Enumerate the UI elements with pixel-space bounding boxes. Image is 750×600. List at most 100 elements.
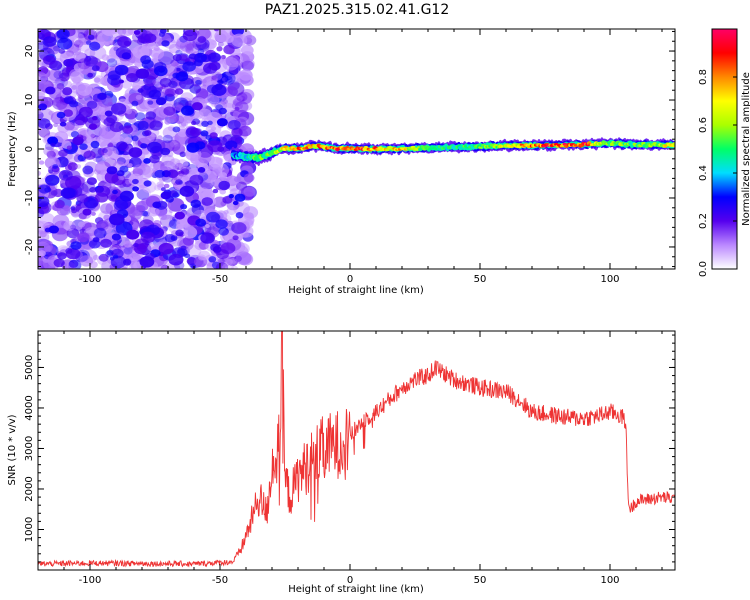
noise-cell (116, 141, 128, 151)
noise-cell (131, 100, 139, 107)
noise-cell (167, 169, 179, 178)
noise-cell (159, 77, 172, 88)
noise-cell (91, 65, 100, 72)
noise-cell (63, 59, 74, 67)
noise-cell (53, 70, 64, 80)
noise-cell (143, 180, 152, 187)
noise-cell (132, 178, 139, 185)
noise-cell (38, 219, 42, 224)
noise-cell (168, 253, 184, 266)
noise-cell (77, 232, 90, 243)
noise-cell (123, 247, 133, 255)
y-tick-label: -20 (24, 239, 35, 255)
noise-cell (220, 98, 228, 105)
noise-cell (212, 163, 229, 177)
noise-cell (137, 120, 149, 131)
noise-cell (182, 226, 198, 239)
y-tick-label: 1000 (24, 517, 35, 542)
noise-cell (205, 224, 210, 228)
noise-cell (230, 265, 239, 269)
noise-cell (110, 255, 126, 269)
noise-cell (123, 258, 132, 266)
x-tick-label: -50 (212, 274, 228, 285)
noise-cell (135, 68, 150, 79)
noise-cell (195, 79, 202, 85)
noise-cell (111, 102, 127, 115)
noise-cell (217, 41, 224, 47)
noise-cell (113, 199, 129, 211)
noise-cell (186, 245, 202, 258)
noise-cell (224, 76, 233, 83)
noise-cell (88, 34, 95, 40)
noise-cell (235, 212, 244, 219)
noise-cell (68, 259, 79, 268)
noise-cell (156, 181, 164, 188)
noise-cell (180, 122, 187, 127)
noise-cell (106, 166, 118, 175)
x-tick-label: -50 (212, 575, 228, 586)
noise-cell (144, 130, 152, 136)
noise-cell (221, 263, 234, 269)
noise-cell (194, 141, 206, 150)
noise-cell (239, 69, 253, 81)
noise-cell (174, 115, 185, 124)
noise-cell (38, 195, 42, 202)
noise-cell (58, 48, 66, 54)
noise-cell (240, 44, 254, 56)
noise-cell (174, 211, 185, 220)
y-tick-label: 5000 (24, 355, 35, 380)
noise-cell (180, 204, 188, 210)
x-tick-label: 50 (474, 274, 487, 285)
noise-cell (176, 218, 189, 229)
noise-cell (38, 184, 51, 194)
y-tick-label: 2000 (24, 476, 35, 501)
noise-cell (101, 54, 110, 61)
noise-cell (162, 134, 173, 144)
spectrogram-y-label: Frequency (Hz) (7, 111, 18, 187)
noise-cell (160, 147, 171, 156)
noise-cell (197, 36, 207, 43)
noise-cell (208, 256, 217, 263)
noise-cell (90, 140, 100, 149)
noise-cell (83, 150, 96, 160)
noise-cell (182, 161, 191, 168)
noise-cell (228, 194, 234, 199)
noise-cell (241, 60, 255, 71)
noise-cell (80, 177, 86, 182)
noise-cell (164, 88, 176, 97)
noise-cell (226, 258, 233, 265)
noise-cell (174, 162, 184, 170)
noise-cell (76, 134, 84, 140)
noise-cell (127, 163, 133, 168)
signal-cell (672, 142, 675, 146)
colorbar: 0.0 0.2 0.4 0.6 0.8 Normalized spectral ampl… (698, 28, 750, 277)
snr-x-label: Height of straight line (km) (288, 584, 424, 595)
noise-cell (61, 66, 74, 77)
noise-cell (111, 239, 120, 247)
noise-cell (176, 159, 189, 170)
noise-cell (90, 211, 96, 216)
snr-panel: -100 -50 0 50 100 1000 2000 3000 4000 5000 Heigh… (7, 330, 676, 595)
noise-cell (240, 89, 255, 101)
noise-cell (136, 189, 150, 200)
noise-cell (164, 234, 176, 243)
noise-cell (53, 45, 60, 52)
noise-cell (77, 128, 87, 136)
noise-cell (133, 243, 139, 248)
noise-cell (243, 173, 255, 183)
noise-cell (70, 70, 85, 83)
noise-cell (143, 33, 157, 43)
noise-cell (200, 232, 215, 244)
noise-cell (95, 192, 109, 203)
snr-series-line (38, 331, 675, 568)
noise-cell (44, 36, 57, 47)
noise-cell (148, 89, 162, 100)
noise-cell (73, 62, 85, 72)
noise-cell (51, 96, 68, 110)
noise-cell (239, 246, 245, 251)
noise-cell (38, 103, 48, 111)
noise-cell (169, 190, 178, 198)
noise-cell (227, 82, 245, 97)
noise-cell (43, 146, 55, 156)
